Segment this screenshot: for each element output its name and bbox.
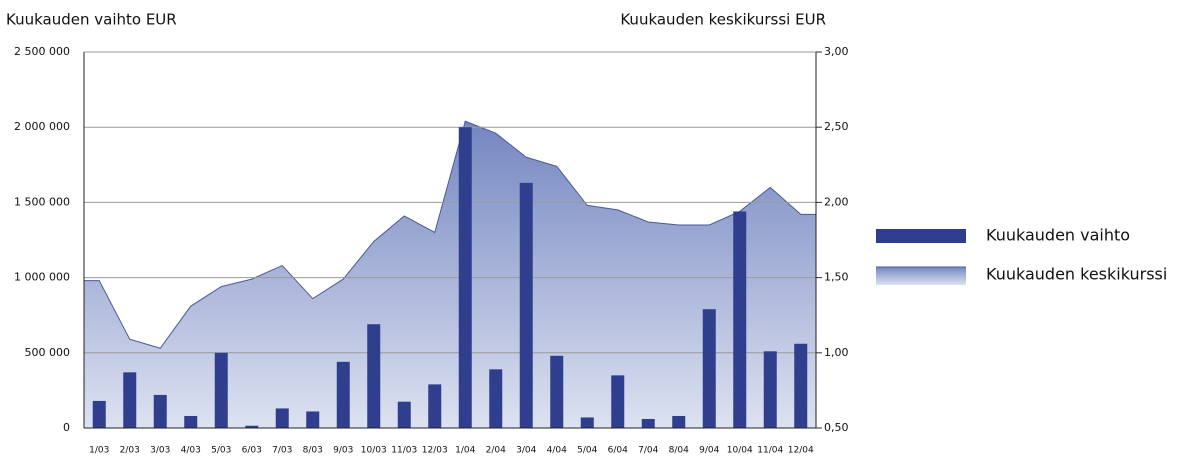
y2-tick-label: 1,50 (824, 271, 849, 284)
bar (306, 411, 320, 428)
x-tick-label: 9/03 (333, 446, 353, 456)
bar (123, 372, 137, 428)
x-tick-label: 3/03 (150, 446, 170, 456)
bar (184, 415, 198, 428)
bar (245, 425, 259, 428)
y-tick-label: 500 000 (25, 346, 71, 359)
y2-tick-label: 2,50 (824, 120, 849, 133)
x-tick-label: 2/04 (486, 446, 506, 456)
x-tick-label: 8/03 (303, 446, 323, 456)
y2-tick-label: 2,00 (824, 195, 849, 208)
x-tick-label: 5/04 (577, 446, 597, 456)
y-tick-label: 2 000 000 (14, 120, 70, 133)
bar (641, 418, 655, 428)
bar (275, 408, 289, 428)
bar (519, 182, 533, 428)
legend-label: Kuukauden keskikurssi (986, 265, 1167, 284)
bar (458, 127, 472, 428)
bar (397, 401, 411, 428)
x-tick-label: 8/04 (669, 446, 689, 456)
bar (611, 375, 625, 428)
bar (336, 361, 350, 428)
bar (763, 351, 777, 428)
x-tick-label: 1/04 (455, 446, 475, 456)
x-tick-label: 6/03 (242, 446, 262, 456)
bar (153, 394, 167, 428)
y-tick-label: 2 500 000 (14, 45, 70, 58)
x-tick-label: 2/03 (120, 446, 140, 456)
area-fill (84, 121, 816, 429)
x-tick-label: 7/03 (272, 446, 292, 456)
y2-tick-label: 0,50 (824, 421, 849, 434)
bar (580, 417, 594, 428)
x-tick-label: 12/04 (788, 446, 814, 456)
legend-swatch (876, 267, 966, 285)
bar (672, 415, 686, 428)
bar (794, 343, 808, 428)
bar (733, 211, 747, 428)
bar (214, 352, 228, 428)
y2-tick-label: 3,00 (824, 45, 849, 58)
x-tick-label: 5/03 (211, 446, 231, 456)
x-tick-label: 3/04 (516, 446, 536, 456)
right-axis-title: Kuukauden keskikurssi EUR (620, 11, 826, 29)
x-tick-label: 10/03 (361, 446, 387, 456)
x-tick-label: 10/04 (727, 446, 753, 456)
x-tick-label: 11/04 (757, 446, 783, 456)
left-axis-title: Kuukauden vaihto EUR (6, 11, 177, 29)
bar (428, 384, 442, 428)
bar (367, 324, 381, 428)
x-tick-label: 6/04 (608, 446, 628, 456)
legend-label: Kuukauden vaihto (986, 226, 1130, 245)
bar (92, 400, 106, 428)
y-tick-label: 1 500 000 (14, 195, 70, 208)
x-tick-label: 12/03 (422, 446, 448, 456)
y2-tick-label: 1,00 (824, 346, 849, 359)
x-tick-label: 11/03 (391, 446, 417, 456)
bar (489, 369, 503, 428)
x-tick-label: 9/04 (699, 446, 719, 456)
x-tick-label: 1/03 (89, 446, 109, 456)
legend-swatch (876, 229, 966, 243)
x-tick-label: 7/04 (638, 446, 658, 456)
y-tick-label: 0 (63, 421, 70, 434)
y-tick-label: 1 000 000 (14, 271, 70, 284)
area-line (84, 120, 816, 349)
bar (702, 309, 716, 428)
x-tick-label: 4/04 (547, 446, 567, 456)
x-tick-label: 4/03 (181, 446, 201, 456)
bar (550, 355, 564, 428)
